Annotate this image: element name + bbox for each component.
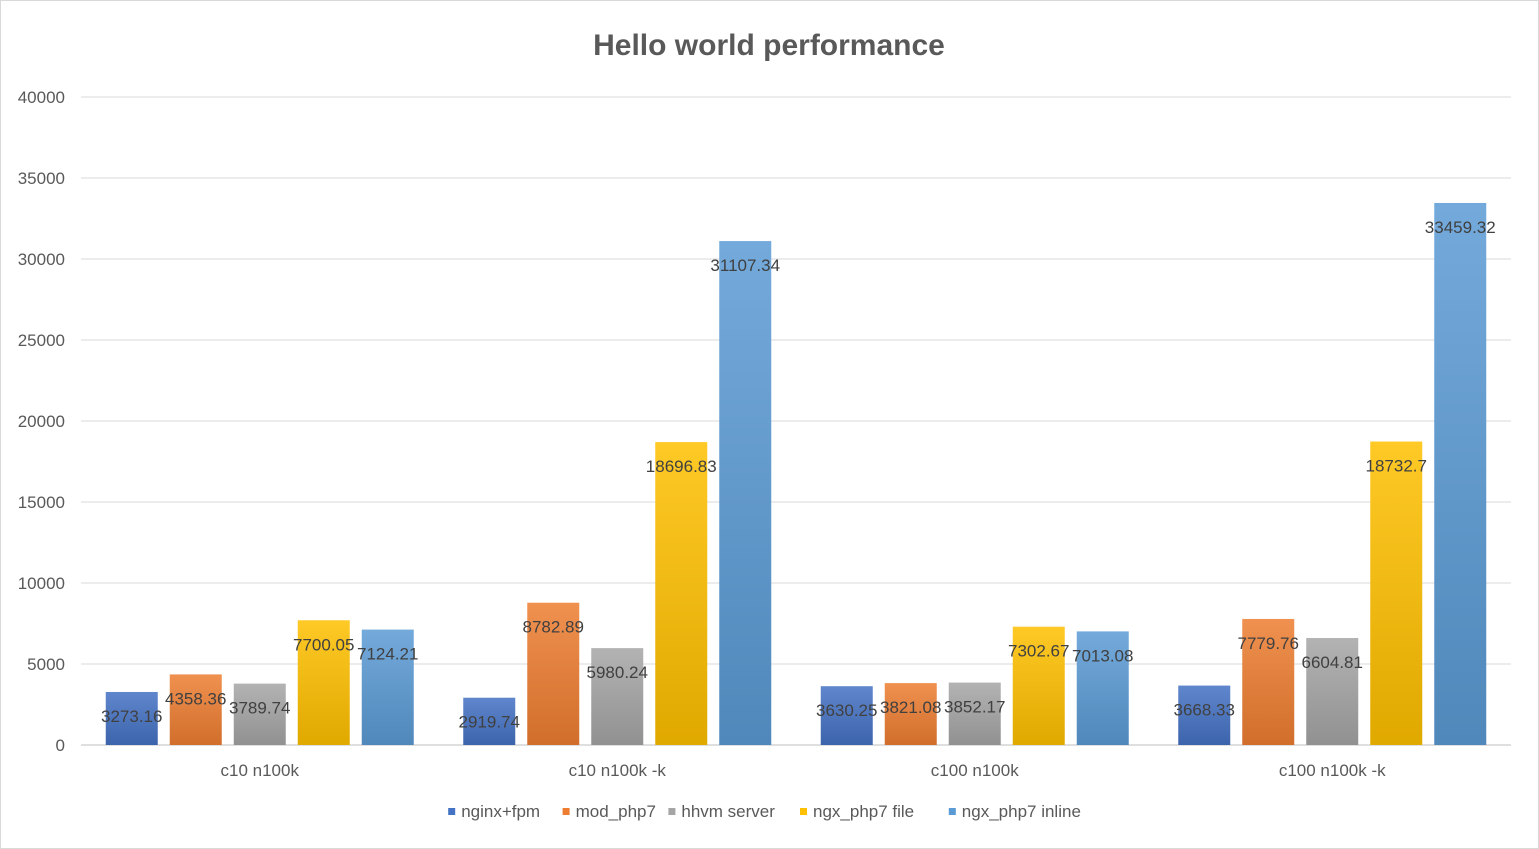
legend-label: mod_php7 [576, 802, 656, 821]
legend-label: hhvm server [681, 802, 775, 821]
bar [169, 674, 222, 745]
data-label: 3668.33 [1174, 701, 1235, 720]
bar [297, 620, 350, 745]
data-label: 4358.36 [165, 689, 226, 708]
data-label: 3852.17 [944, 698, 1005, 717]
y-tick-label: 30000 [18, 250, 65, 269]
bar [591, 648, 644, 745]
data-label: 7302.67 [1008, 642, 1069, 661]
data-label: 2919.74 [459, 713, 520, 732]
bars [105, 202, 1487, 746]
y-tick-label: 5000 [27, 655, 65, 674]
legend-swatch [448, 808, 456, 815]
data-label: 3821.08 [880, 698, 941, 717]
legend-swatch [948, 808, 956, 815]
bar [948, 682, 1001, 745]
x-tick-label: c100 n100k [931, 761, 1019, 780]
bar [820, 686, 873, 745]
data-label: 3273.16 [101, 707, 162, 726]
x-tick-label: c10 n100k [221, 761, 300, 780]
data-label: 18696.83 [646, 457, 717, 476]
bar [105, 691, 158, 745]
bar [463, 697, 516, 745]
legend-swatch [562, 808, 570, 815]
bar [527, 602, 580, 745]
bar [719, 241, 772, 745]
chart-title: Hello world performance [593, 29, 945, 62]
bar [1178, 685, 1231, 745]
data-label: 3789.74 [229, 699, 290, 718]
bar [1076, 631, 1129, 745]
bar [1012, 626, 1065, 745]
data-label: 8782.89 [523, 618, 584, 637]
legend-swatch [800, 808, 807, 815]
y-tick-label: 10000 [18, 574, 65, 593]
x-axis: c10 n100k c10 n100k -k c100 n100k c100 n100… [221, 761, 1387, 780]
bar [233, 683, 286, 745]
bar [361, 629, 414, 745]
x-tick-label: c10 n100k -k [569, 761, 667, 780]
legend-label: nginx+fpm [461, 802, 540, 821]
data-label: 33459.32 [1425, 218, 1496, 237]
bar [1370, 441, 1423, 745]
bar [884, 683, 937, 745]
bar [1306, 638, 1359, 745]
y-axis: 0 5000 10000 15000 20000 25000 30000 35000 40000 [18, 88, 65, 755]
data-label: 7779.76 [1238, 634, 1299, 653]
y-tick-label: 40000 [18, 88, 65, 107]
data-label: 3630.25 [816, 701, 877, 720]
y-tick-label: 0 [56, 736, 65, 755]
legend-label: ngx_php7 file [813, 802, 914, 821]
legend-swatch [668, 808, 676, 815]
data-label: 7124.21 [357, 645, 418, 664]
bar [655, 442, 708, 745]
data-label: 7013.08 [1072, 646, 1133, 665]
data-label: 5980.24 [587, 663, 648, 682]
y-tick-label: 20000 [18, 412, 65, 431]
legend-label: ngx_php7 inline [962, 802, 1081, 821]
legend: nginx+fpm mod_php7 hhvm server ngx_php7 fil… [448, 802, 1081, 821]
data-label: 6604.81 [1302, 653, 1363, 672]
bar [1434, 202, 1487, 746]
y-tick-label: 25000 [18, 331, 65, 350]
y-tick-label: 35000 [18, 169, 65, 188]
x-tick-label: c100 n100k -k [1279, 761, 1386, 780]
data-label: 31107.34 [710, 256, 780, 275]
data-label: 18732.7 [1366, 457, 1427, 476]
data-label: 7700.05 [293, 635, 354, 654]
y-tick-label: 15000 [18, 493, 65, 512]
bar [1242, 618, 1295, 745]
